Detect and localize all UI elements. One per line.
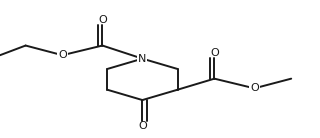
Text: O: O — [98, 15, 107, 25]
Text: O: O — [210, 48, 219, 58]
Text: O: O — [138, 121, 147, 131]
Text: O: O — [250, 83, 259, 93]
Text: N: N — [138, 54, 147, 64]
Text: O: O — [58, 50, 67, 60]
